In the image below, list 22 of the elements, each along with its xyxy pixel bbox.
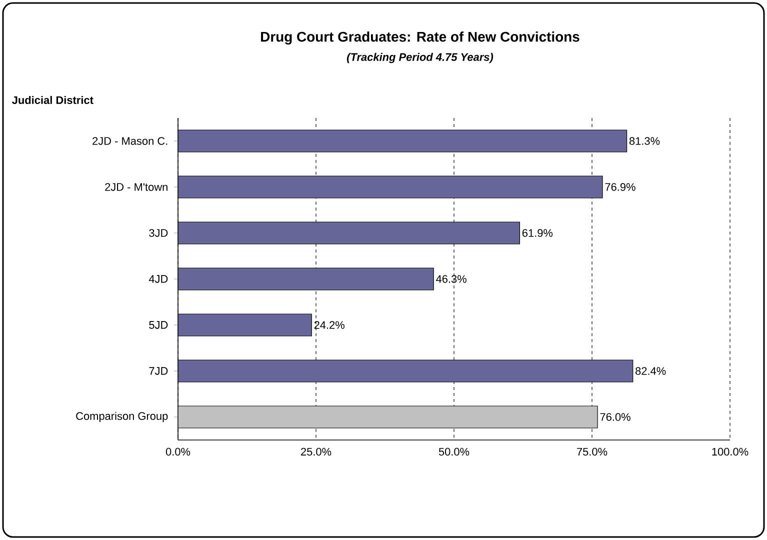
data-label: 24.2% [314,321,344,329]
data-label: 76.0% [600,413,630,421]
x-tick-label: 25.0% [301,448,332,456]
y-tick-label: 2JD - M'town [105,183,168,191]
x-tick-label: 50.0% [438,448,470,456]
y-axis-title: Judicial District [12,96,94,104]
chart-title: Drug Court Graduates: Rate of New Convictions [261,31,580,45]
data-label: 81.3% [629,137,660,145]
data-label: 46.3% [436,275,466,283]
data-label: 76.9% [605,183,636,191]
y-tick-label: 5JD [149,321,168,329]
y-tick-label: Comparison Group [76,412,168,422]
data-label: 82.4% [636,367,666,375]
x-tick-label: 100.0% [712,448,748,456]
y-tick-label: 4JD [148,275,168,283]
x-tick-label: 0.0% [166,448,190,456]
y-tick-label: 2JD - Mason C. [92,137,168,145]
chart-subtitle: (Tracking Period 4.75 Years) [347,52,494,64]
data-label: 61.9% [522,229,553,237]
y-tick-label: 7JD [149,367,168,375]
x-tick-label: 75.0% [577,448,608,456]
y-tick-label: 3JD [149,229,168,237]
